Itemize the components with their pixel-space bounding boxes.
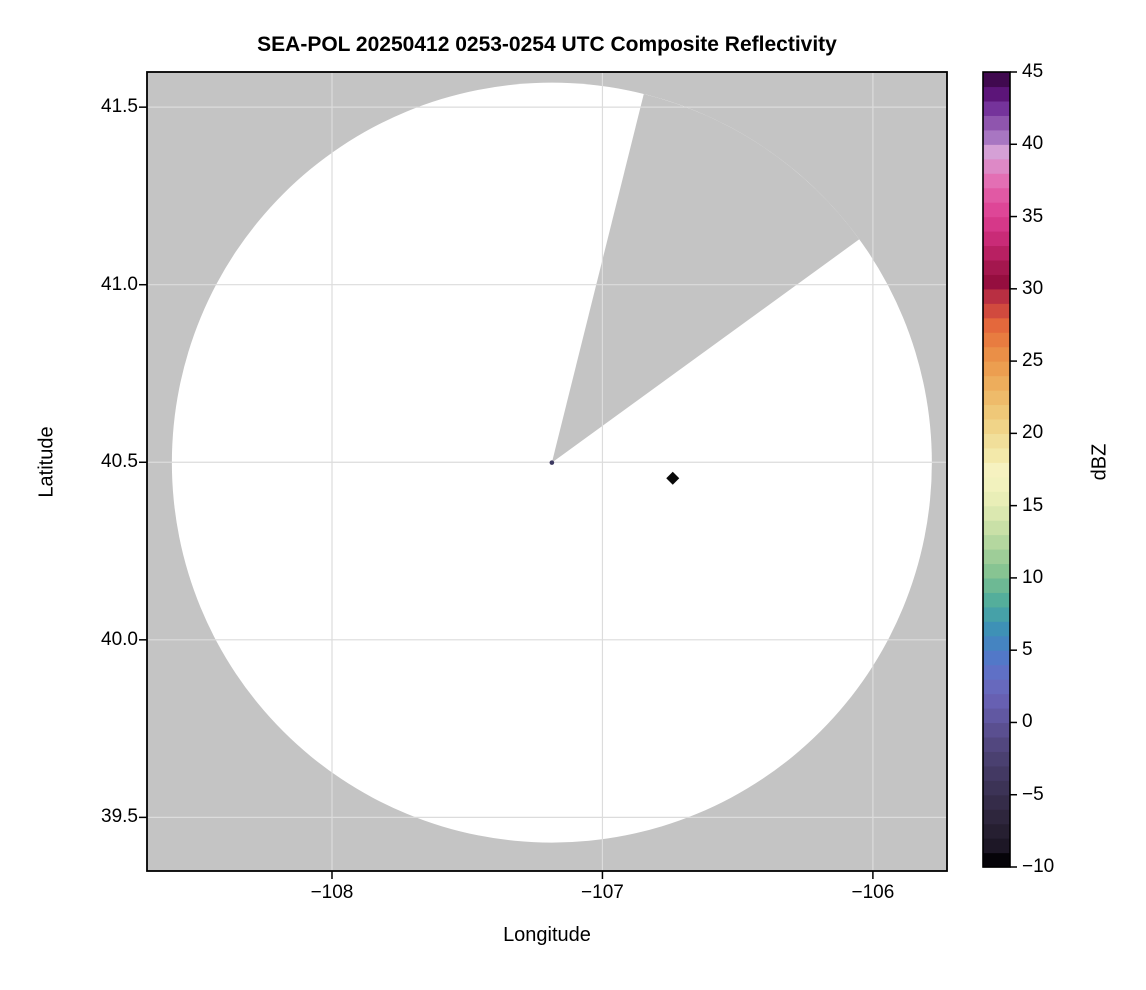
chart-title: SEA-POL 20250412 0253-0254 UTC Composite… [257, 33, 837, 56]
colorbar-tick-label: −5 [1022, 783, 1044, 805]
y-tick-label: 40.0 [101, 628, 138, 650]
colorbar-tick-label: 10 [1022, 566, 1044, 588]
y-tick-label: 41.5 [101, 96, 138, 118]
colorbar-tick-label: 0 [1022, 711, 1033, 733]
colorbar-tick-label: 40 [1022, 133, 1044, 155]
colorbar-label: dBZ [1088, 443, 1111, 481]
colorbar-tick-label: 5 [1022, 639, 1033, 661]
x-tick-label: −107 [581, 882, 624, 903]
colorbar-tick-label: −10 [1022, 856, 1055, 877]
colorbar-tick-label: 15 [1022, 494, 1044, 516]
x-axis-label: Longitude [503, 924, 591, 946]
y-tick-label: 41.0 [101, 273, 138, 295]
y-axis-label: Latitude [35, 426, 58, 498]
colorbar-tick-label: 30 [1022, 277, 1044, 299]
colorbar-tick-label: 35 [1022, 205, 1044, 227]
colorbar-tick-label: 25 [1022, 350, 1044, 372]
colorbar-tick-label: 45 [1022, 61, 1044, 82]
x-tick-label: −108 [310, 882, 354, 903]
y-tick-label: 40.5 [101, 451, 138, 473]
x-tick-label: −106 [851, 882, 895, 903]
colorbar-tick-label: 20 [1022, 422, 1044, 444]
y-tick-label: 39.5 [101, 806, 138, 828]
